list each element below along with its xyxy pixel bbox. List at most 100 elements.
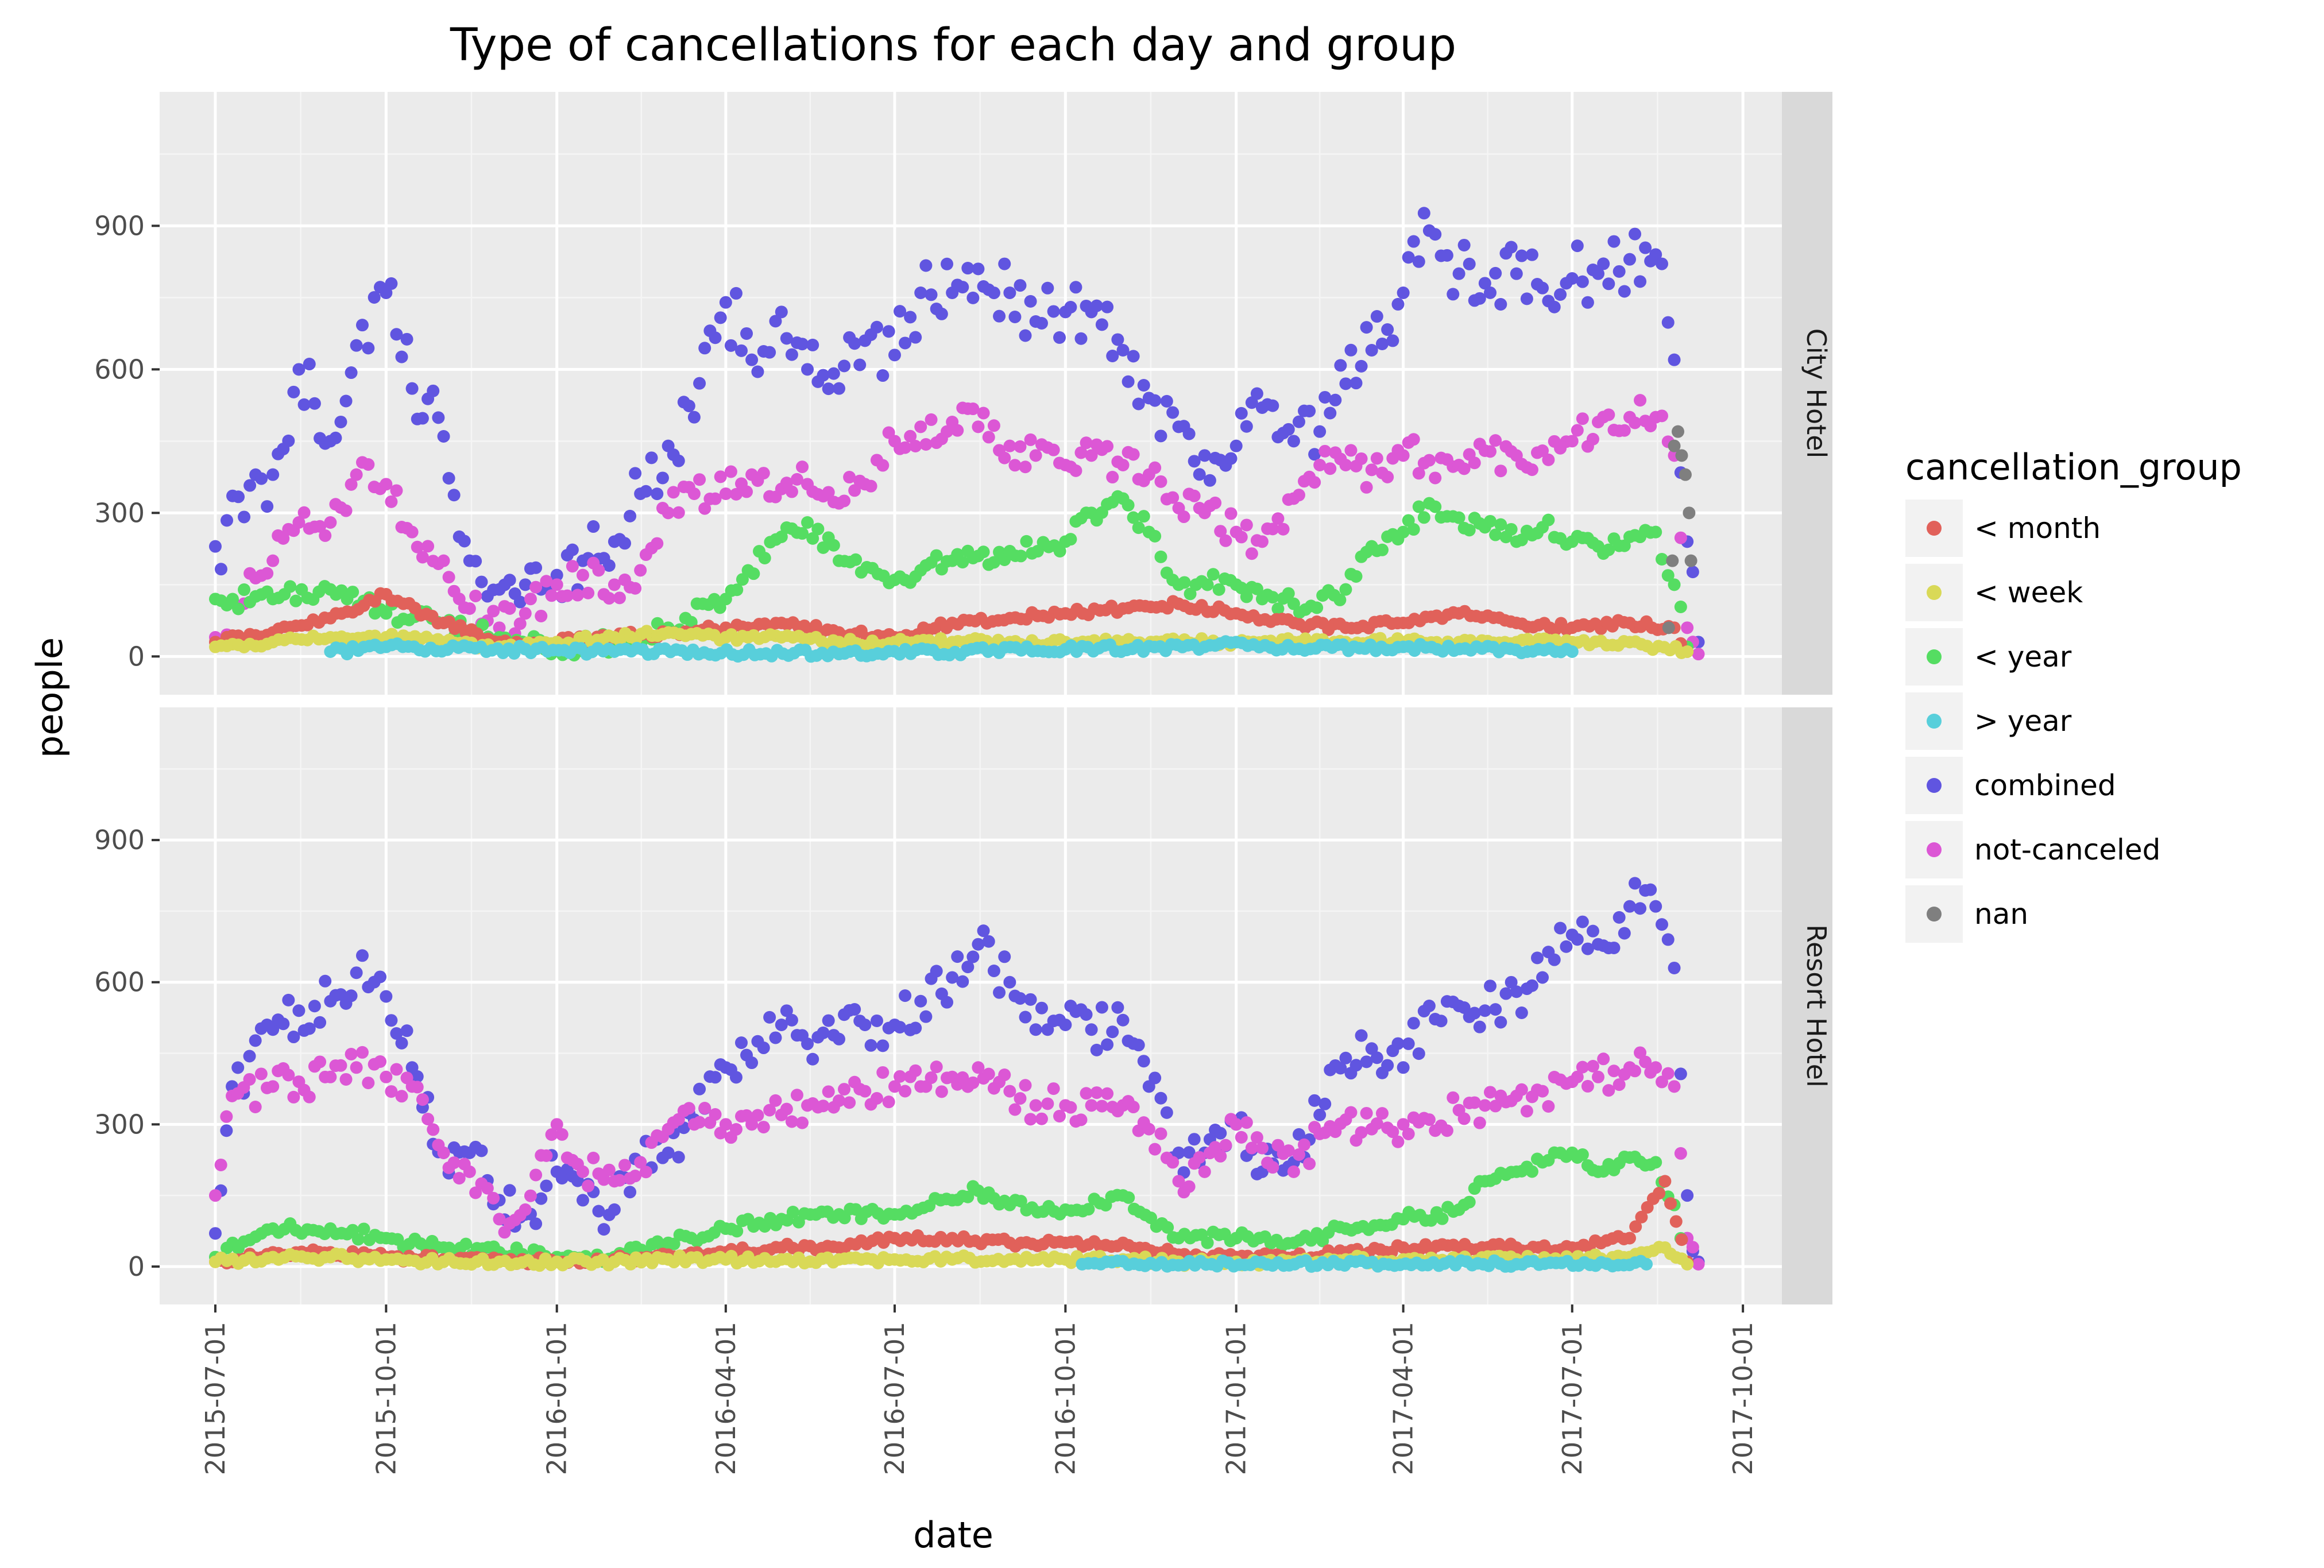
data-point: [493, 1213, 506, 1226]
data-point: [503, 1184, 516, 1197]
data-point: [987, 287, 1000, 300]
data-point: [1571, 239, 1584, 253]
data-point: [682, 399, 695, 412]
data-point: [282, 434, 295, 447]
data-point: [1339, 377, 1352, 390]
data-point: [977, 545, 990, 559]
data-point: [1649, 1156, 1662, 1169]
legend-label: < month: [1974, 512, 2101, 545]
data-point: [1634, 902, 1647, 915]
data-point: [662, 1146, 675, 1159]
data-point: [411, 540, 424, 553]
data-point: [1324, 462, 1337, 475]
data-point: [284, 580, 297, 593]
data-point: [1224, 452, 1238, 465]
data-point: [1188, 489, 1201, 502]
data-point: [232, 602, 245, 615]
data-point: [1515, 1083, 1528, 1096]
data-point: [1201, 578, 1214, 591]
data-point: [254, 1067, 268, 1081]
data-point: [1417, 511, 1430, 524]
data-point: [1360, 1106, 1373, 1120]
data-point: [1334, 1062, 1347, 1075]
data-point: [287, 1031, 300, 1044]
data-point: [447, 1156, 461, 1170]
data-point: [966, 402, 980, 416]
data-point: [390, 1027, 403, 1040]
data-point: [1542, 513, 1555, 526]
data-point: [463, 602, 476, 615]
x-tick-label: 2016-07-01: [879, 1322, 910, 1475]
data-point: [662, 506, 675, 520]
data-point: [651, 487, 664, 501]
data-point: [566, 543, 579, 556]
data-point: [838, 494, 851, 508]
data-point: [1339, 459, 1352, 471]
panel-background: [160, 707, 1782, 1304]
data-point: [919, 259, 933, 272]
data-point: [1349, 1059, 1363, 1072]
data-point: [1142, 1122, 1155, 1136]
data-point: [1576, 1148, 1589, 1162]
data-point: [1565, 272, 1579, 285]
data-point: [1592, 267, 1605, 280]
data-point: [972, 262, 985, 276]
data-point: [416, 412, 429, 425]
data-point: [1468, 1006, 1481, 1020]
data-point: [1489, 1099, 1502, 1113]
data-point: [941, 996, 954, 1009]
data-point: [827, 367, 840, 380]
data-point: [1229, 1118, 1243, 1131]
data-point: [1349, 570, 1363, 583]
data-point: [266, 554, 280, 567]
data-point: [303, 1090, 316, 1104]
data-point: [1668, 1080, 1681, 1093]
data-point: [1090, 299, 1103, 312]
data-point: [790, 1089, 803, 1102]
data-point: [1014, 440, 1027, 453]
data-point: [930, 965, 943, 978]
data-point: [1201, 1236, 1214, 1249]
data-point: [297, 398, 311, 411]
data-point: [334, 415, 347, 428]
data-point: [308, 1000, 321, 1013]
data-point: [1014, 992, 1027, 1005]
data-point: [1166, 406, 1180, 419]
data-point: [1090, 1043, 1103, 1056]
data-point: [1106, 471, 1119, 484]
data-point: [796, 1116, 809, 1129]
data-point: [1412, 500, 1425, 513]
data-point: [1250, 582, 1263, 595]
data-point: [833, 1032, 846, 1046]
facet-label-city-hotel: City Hotel: [1801, 328, 1832, 459]
data-point: [1271, 512, 1285, 525]
data-point: [1629, 227, 1642, 241]
data-point: [1483, 445, 1497, 458]
data-point: [1623, 900, 1636, 913]
x-tick-label: 2017-01-01: [1221, 1322, 1252, 1475]
data-point: [966, 291, 980, 304]
data-point: [469, 589, 482, 602]
data-point: [385, 1085, 398, 1098]
data-point: [503, 574, 516, 587]
data-point: [1675, 449, 1688, 462]
data-point: [1655, 918, 1668, 931]
data-point: [422, 540, 435, 553]
data-point: [266, 1080, 280, 1093]
data-point: [848, 484, 861, 497]
data-point: [1571, 933, 1584, 946]
data-point: [1542, 453, 1555, 466]
data-point: [904, 429, 917, 443]
data-point: [1463, 1195, 1476, 1209]
x-tick-label: 2016-01-01: [542, 1322, 573, 1475]
data-point: [740, 327, 753, 340]
data-point: [864, 479, 877, 493]
data-point: [1137, 510, 1150, 523]
legend: cancellation_group < month < week < year > …: [1905, 446, 2242, 943]
data-point: [303, 1022, 316, 1035]
y-tick-label: 0: [128, 641, 145, 672]
data-point: [1639, 1055, 1652, 1068]
data-point: [941, 257, 954, 270]
data-point: [827, 539, 840, 552]
data-point: [1154, 1091, 1167, 1105]
